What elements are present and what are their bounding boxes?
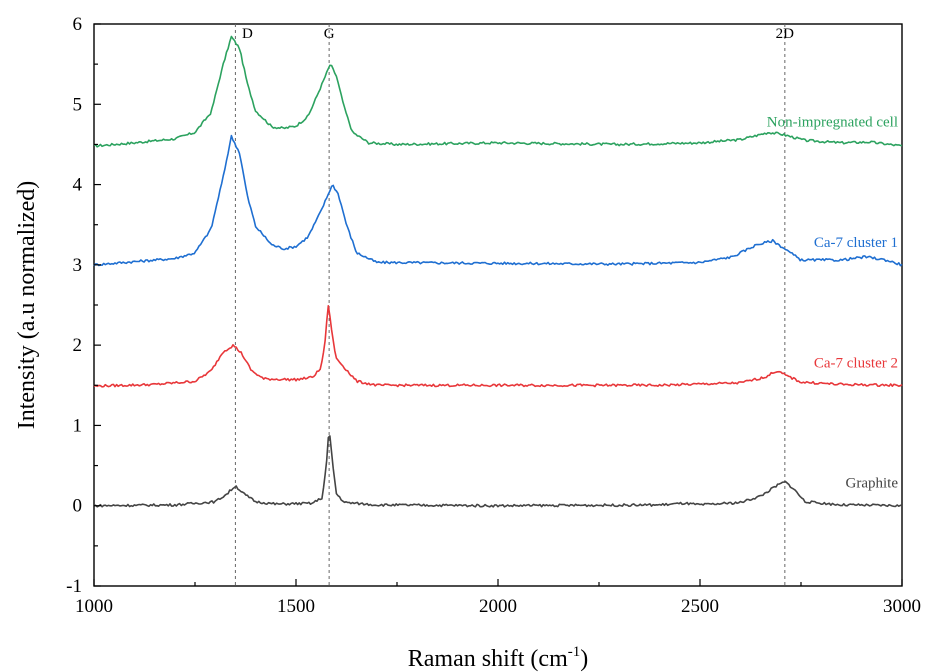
series-line-3 bbox=[93, 435, 903, 508]
x-axis-ticks: 1000 1500 2000 2500 3000 bbox=[75, 579, 921, 617]
y-tick-label: -1 bbox=[66, 576, 82, 597]
series-labels: Non-impregnated cell Ca-7 cluster 1 Ca-7 c… bbox=[767, 114, 899, 491]
series-label: Non-impregnated cell bbox=[767, 114, 898, 130]
series-label: Ca-7 cluster 2 bbox=[814, 355, 898, 371]
x-axis-unit-base: (cm bbox=[530, 646, 568, 672]
y-tick-label: 0 bbox=[73, 496, 83, 517]
x-tick-label: 2000 bbox=[479, 596, 517, 617]
y-tick-label: 1 bbox=[73, 415, 83, 436]
y-tick-label: 3 bbox=[73, 255, 83, 276]
x-axis-unit-sup: -1 bbox=[568, 644, 581, 660]
peak-label-2d: 2D bbox=[776, 26, 795, 42]
x-tick-label: 1000 bbox=[75, 596, 113, 617]
reference-lines: D G 2D bbox=[234, 24, 795, 586]
series-line-0 bbox=[93, 35, 903, 148]
series-label: Ca-7 cluster 1 bbox=[814, 235, 898, 251]
y-tick-label: 6 bbox=[73, 14, 83, 35]
peak-label-g: G bbox=[324, 26, 335, 42]
x-axis-unit-end: ) bbox=[580, 646, 588, 672]
x-tick-label: 2500 bbox=[681, 596, 719, 617]
y-tick-label: 5 bbox=[73, 94, 83, 115]
y-tick-label: 2 bbox=[73, 335, 83, 356]
peak-label-d: D bbox=[242, 26, 253, 42]
y-axis-title: Intensity (a.u normalized) bbox=[14, 181, 40, 430]
series-line-1 bbox=[93, 134, 903, 267]
y-tick-label: 4 bbox=[73, 175, 83, 196]
x-tick-label: 3000 bbox=[883, 596, 921, 617]
series-label: Graphite bbox=[846, 476, 899, 492]
series-line-2 bbox=[93, 305, 903, 388]
x-tick-label: 1500 bbox=[277, 596, 315, 617]
series-lines bbox=[93, 35, 903, 508]
y-axis-ticks: -1 0 1 2 3 4 5 6 bbox=[66, 14, 101, 597]
x-axis-title: Raman shift (cm-1) bbox=[408, 644, 588, 672]
x-axis-title-main: Raman shift bbox=[408, 646, 525, 672]
